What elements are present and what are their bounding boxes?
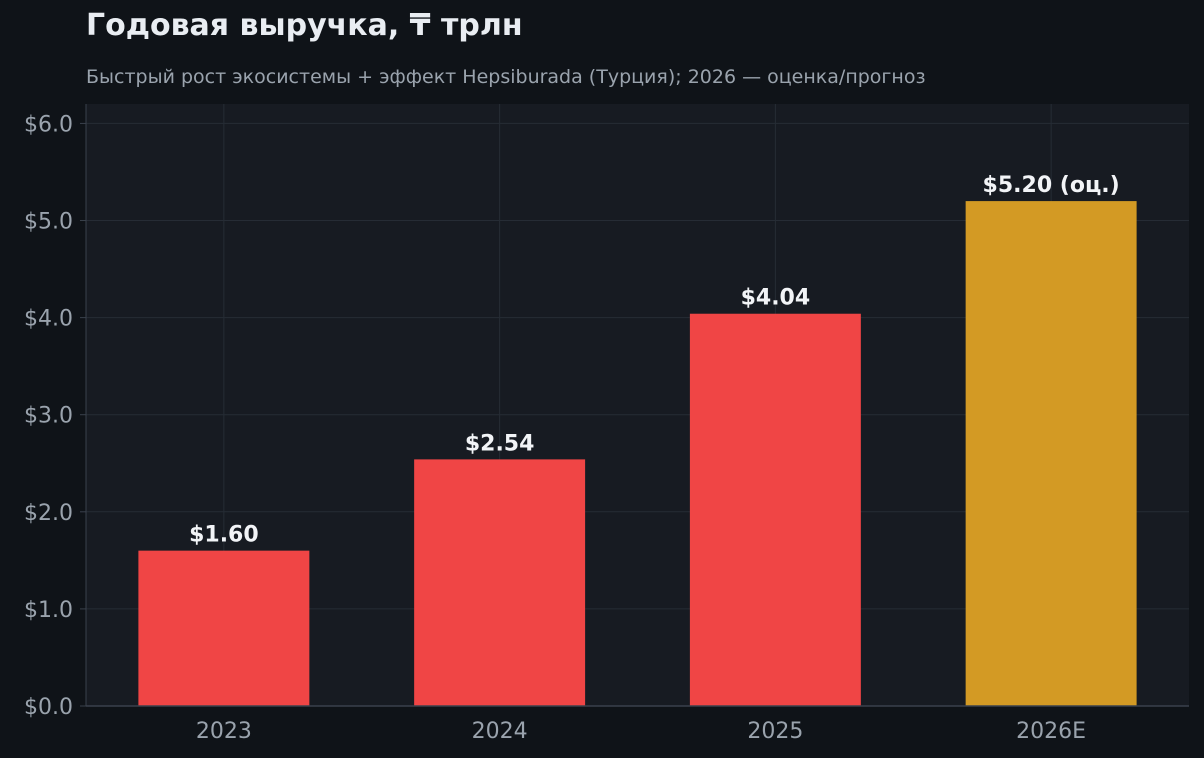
y-tick-label: $1.0 xyxy=(24,598,73,623)
bar-2023 xyxy=(138,550,310,706)
y-tick-label: $0.0 xyxy=(24,695,73,720)
y-tick-label: $5.0 xyxy=(24,210,73,235)
x-tick-label: 2024 xyxy=(472,719,528,744)
x-tick-label: 2025 xyxy=(747,719,803,744)
bars xyxy=(138,201,1137,706)
x-axis: 2023 2024 2025 2026E xyxy=(86,705,1189,744)
bar-2024 xyxy=(414,459,586,706)
value-label: $5.20 (оц.) xyxy=(983,173,1120,198)
y-tick-label: $6.0 xyxy=(24,112,73,137)
x-tick-label: 2023 xyxy=(196,719,252,744)
y-tick-label: $3.0 xyxy=(24,404,73,429)
bar-2025 xyxy=(689,313,861,706)
chart-title: Годовая выручка, ₸ трлн xyxy=(86,8,523,43)
value-label: $2.54 xyxy=(465,431,535,456)
x-tick-label: 2026E xyxy=(1016,719,1086,744)
value-label: $1.60 xyxy=(189,523,259,548)
value-label: $4.04 xyxy=(741,286,811,311)
y-axis: $0.0 $1.0 $2.0 $3.0 $4.0 $5.0 $6.0 xyxy=(24,104,87,720)
y-tick-label: $2.0 xyxy=(24,501,73,526)
bar-2026e xyxy=(965,201,1137,706)
chart-subtitle: Быстрый рост экосистемы + эффект Hepsibu… xyxy=(86,66,926,88)
value-labels: $1.60 $2.54 $4.04 $5.20 (оц.) xyxy=(189,173,1120,548)
y-tick-label: $4.0 xyxy=(24,307,73,332)
